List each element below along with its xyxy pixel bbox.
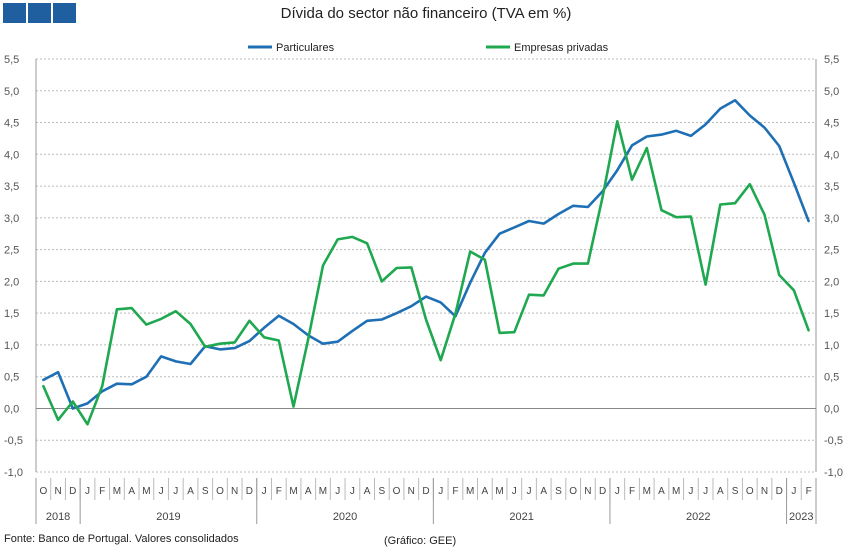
x-tick-label: J [527,486,532,497]
x-tick-label: D [776,486,783,497]
x-tick-label: O [569,486,577,497]
y-tick-label-right: 2,5 [824,245,839,257]
y-tick-label-left: 3,0 [4,213,19,225]
x-tick-label: J [438,486,443,497]
chart-credit: (Gráfico: GEE) [384,535,457,547]
y-tick-label-left: 0,5 [4,372,19,384]
x-tick-label: J [512,486,517,497]
y-tick-label-left: 4,5 [4,118,19,130]
logo-square-2 [28,3,51,23]
x-tick-label: J [85,486,90,497]
x-tick-label: J [350,486,355,497]
year-label: 2023 [789,511,813,523]
year-label: 2019 [156,511,180,523]
chart-title: Dívida do sector não financeiro (TVA em … [280,5,572,22]
x-tick-label: M [319,486,327,497]
y-tick-label-right: 4,5 [824,118,839,130]
legend-empresas-privadas-label: Empresas privadas [514,42,609,54]
x-tick-label: O [39,486,47,497]
x-tick-label: J [262,486,267,497]
y-tick-label-right: -1,0 [824,467,843,479]
x-tick-label: D [246,486,253,497]
y-tick-label-right: 5,5 [824,54,839,66]
x-tick-label: S [555,486,562,497]
x-tick-label: N [584,486,591,497]
x-tick-label: S [732,486,739,497]
y-tick-label-right: 0,0 [824,403,839,415]
x-tick-label: O [746,486,754,497]
series-line-empresas-privadas [42,120,810,426]
x-tick-label: J [688,486,693,497]
y-tick-label-left: 2,5 [4,245,19,257]
x-tick-label: F [806,486,812,497]
y-tick-label-right: 0,5 [824,372,839,384]
y-tick-label-right: 3,0 [824,213,839,225]
x-tick-label: A [305,486,312,497]
y-tick-label-right: 1,5 [824,308,839,320]
x-tick-label: O [393,486,401,497]
x-tick-label: N [761,486,768,497]
x-tick-label: M [643,486,651,497]
logo-square-1 [3,3,26,23]
x-tick-label: J [791,486,796,497]
y-tick-label-left: 1,0 [4,340,19,352]
x-tick-label: J [159,486,164,497]
x-tick-label: F [276,486,282,497]
year-label: 2018 [46,511,70,523]
legend-particulares-label: Particulares [276,42,335,54]
x-tick-label: A [482,486,489,497]
y-tick-label-left: 4,0 [4,149,19,161]
y-tick-label-right: 3,5 [824,181,839,193]
x-tick-label: D [422,486,429,497]
x-tick-label: M [495,486,503,497]
x-tick-label: M [466,486,474,497]
y-tick-label-left: 2,0 [4,276,19,288]
x-tick-label: D [69,486,76,497]
x-tick-label: M [142,486,150,497]
y-tick-label-left: 0,0 [4,403,19,415]
series-line-particulares [42,99,810,410]
y-tick-label-right: 4,0 [824,149,839,161]
year-label: 2022 [686,511,710,523]
y-tick-label-right: 1,0 [824,340,839,352]
x-tick-label: A [364,486,371,497]
x-tick-label: J [335,486,340,497]
x-tick-label: O [216,486,224,497]
x-tick-label: J [703,486,708,497]
x-tick-label: A [717,486,724,497]
x-tick-label: M [113,486,121,497]
x-tick-label: N [408,486,415,497]
year-label: 2020 [333,511,357,523]
x-tick-label: N [54,486,61,497]
year-label: 2021 [509,511,533,523]
x-tick-label: J [173,486,178,497]
y-tick-label-right: 5,0 [824,86,839,98]
y-tick-label-left: -1,0 [4,467,23,479]
x-tick-label: M [289,486,297,497]
y-tick-label-left: 3,5 [4,181,19,193]
x-tick-label: A [128,486,135,497]
x-tick-label: D [599,486,606,497]
x-tick-label: A [540,486,547,497]
y-tick-label-left: 5,0 [4,86,19,98]
x-tick-label: F [629,486,635,497]
brand-logo [3,3,76,23]
x-tick-label: A [187,486,194,497]
y-tick-label-left: 5,5 [4,54,19,66]
y-tick-label-right: 2,0 [824,276,839,288]
y-tick-label-left: -0,5 [4,435,23,447]
x-tick-label: M [672,486,680,497]
x-tick-label: F [452,486,458,497]
x-tick-label: F [99,486,105,497]
y-tick-label-right: -0,5 [824,435,843,447]
logo-square-3 [53,3,76,23]
x-tick-label: S [379,486,386,497]
y-tick-label-left: 1,5 [4,308,19,320]
x-tick-label: S [202,486,209,497]
x-tick-label: J [615,486,620,497]
x-tick-label: A [658,486,665,497]
source-note: Fonte: Banco de Portugal. Valores consol… [4,533,239,545]
x-tick-label: N [231,486,238,497]
